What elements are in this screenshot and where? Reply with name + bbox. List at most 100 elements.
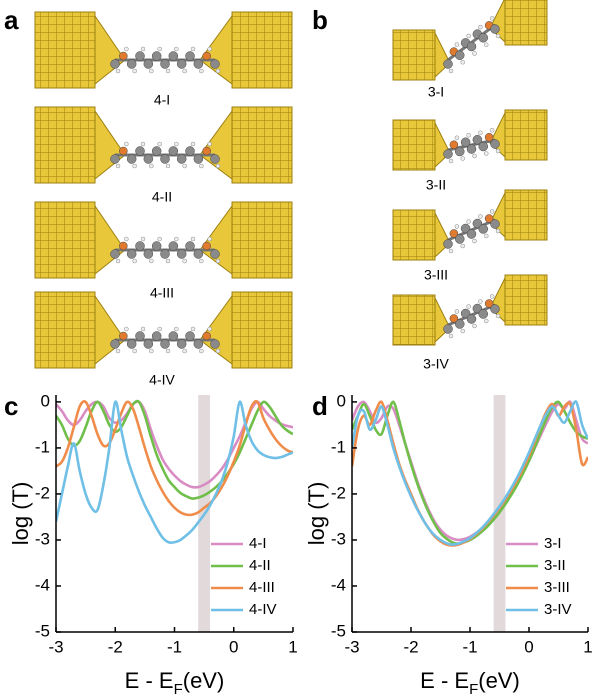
electrode-tip	[434, 122, 451, 169]
y-tick-label: -1	[331, 437, 346, 456]
atom-h	[478, 24, 483, 30]
atom-h	[199, 68, 204, 74]
y-tick-label: -3	[35, 529, 50, 548]
structure-label: 4-IV	[149, 372, 175, 388]
x-tick-label: -2	[403, 637, 418, 656]
atom-h	[454, 135, 460, 140]
atom	[490, 24, 500, 34]
electrode-tip	[199, 294, 233, 365]
atom-h	[174, 236, 179, 242]
electrode	[504, 189, 548, 241]
atom	[160, 339, 170, 349]
atom	[484, 299, 494, 308]
atom	[176, 154, 187, 164]
structure-label: 3-II	[426, 177, 446, 193]
atom	[126, 59, 137, 69]
atom-h	[207, 326, 212, 332]
atom-h	[132, 68, 137, 74]
electrode-tip	[94, 294, 126, 366]
atom	[478, 309, 488, 319]
atom-h	[215, 258, 221, 264]
atom-h	[454, 42, 460, 47]
panel-label: d	[312, 391, 328, 421]
atom	[135, 146, 145, 156]
atom	[455, 146, 465, 157]
legend-label: 3-I	[544, 535, 562, 552]
x-axis-label-part: (eV)	[478, 668, 520, 693]
atom-h	[190, 141, 196, 147]
electrode	[34, 11, 96, 89]
atom	[460, 223, 471, 234]
electrode-tip	[434, 297, 451, 344]
atom-h	[174, 141, 179, 147]
atom	[443, 149, 453, 159]
atom-h	[207, 141, 212, 147]
atom-h	[199, 258, 204, 264]
atom	[160, 59, 170, 69]
atom	[202, 51, 211, 61]
electrode	[34, 106, 96, 184]
electrode	[231, 201, 293, 279]
y-tick-label: -1	[35, 437, 50, 456]
atom	[484, 214, 494, 223]
structure-label: 3-III	[424, 267, 448, 283]
atom-h	[182, 258, 187, 264]
x-axis-label-part: (eV)	[183, 668, 225, 693]
atom	[119, 146, 128, 156]
atom	[472, 303, 483, 314]
atom-h	[466, 304, 471, 309]
atom	[135, 241, 145, 251]
atom-h	[124, 141, 129, 147]
atom	[168, 331, 179, 341]
atom	[176, 59, 187, 69]
atom	[460, 137, 471, 147]
y-tick-label: 0	[337, 391, 346, 410]
atom-h	[199, 348, 204, 354]
atom-h	[460, 60, 465, 65]
legend-label: 3-II	[544, 557, 566, 574]
atom	[126, 154, 137, 164]
series-line	[352, 400, 588, 546]
x-tick-label: 1	[288, 637, 297, 656]
y-tick-label: -5	[331, 621, 346, 640]
atom	[135, 331, 145, 341]
structure-label: 4-I	[154, 92, 170, 108]
atom	[193, 59, 204, 69]
atom	[443, 59, 453, 69]
atom	[202, 146, 211, 156]
atom-h	[489, 128, 495, 133]
atom-h	[215, 163, 221, 169]
atom-h	[460, 243, 465, 249]
atom	[210, 339, 220, 349]
atom-h	[478, 130, 483, 135]
electrode-tip	[94, 14, 126, 86]
atom	[151, 241, 162, 251]
panel-label: a	[4, 5, 19, 35]
atom	[110, 339, 120, 349]
atom-h	[454, 224, 460, 229]
x-axis-label-part: E - E	[420, 668, 469, 693]
atom-h	[454, 309, 460, 314]
atom-h	[199, 163, 204, 169]
atom	[449, 229, 459, 238]
atom-h	[149, 258, 154, 264]
y-tick-label: -3	[331, 529, 346, 548]
atom-h	[495, 33, 501, 39]
legend-label: 3-IV	[544, 601, 572, 618]
electrode-tip	[199, 109, 233, 180]
legend-label: 4-I	[249, 535, 267, 552]
legend-label: 4-II	[249, 557, 271, 574]
x-tick-label: -3	[48, 637, 63, 656]
atom	[185, 331, 195, 341]
atom-h	[484, 151, 489, 156]
atom-h	[489, 16, 495, 21]
atom-h	[466, 33, 471, 39]
electrode	[34, 291, 96, 369]
electrode-tip	[94, 204, 126, 276]
atom-h	[484, 318, 489, 324]
atom-h	[182, 348, 187, 354]
electrode-tip	[434, 212, 451, 259]
x-axis-label-part: F	[174, 681, 183, 698]
electrode	[231, 11, 293, 89]
